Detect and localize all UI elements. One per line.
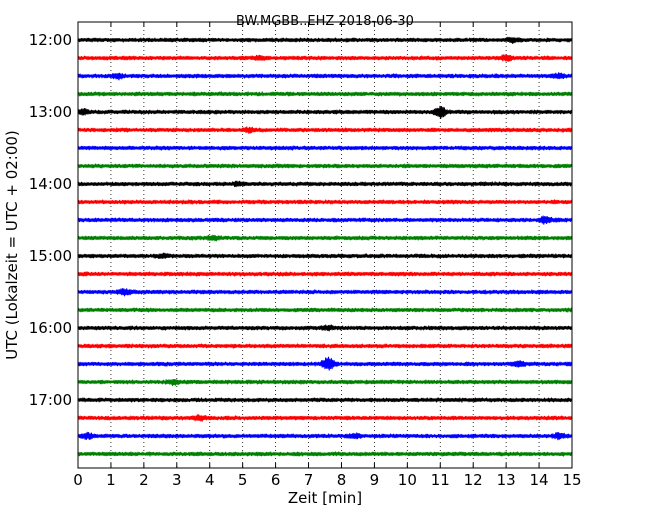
- y-axis-title: UTC (Lokalzeit = UTC + 02:00): [3, 130, 21, 360]
- y-tick-label: 17:00: [29, 391, 72, 409]
- trace-1600: [77, 324, 573, 332]
- trace-1700: [77, 397, 573, 403]
- x-tick-label: 10: [398, 471, 417, 489]
- x-tick-label: 9: [370, 471, 380, 489]
- x-tick-label: 6: [271, 471, 281, 489]
- x-axis-title: Zeit [min]: [288, 489, 362, 507]
- x-tick-label: 12: [464, 471, 483, 489]
- trace-1345: [77, 163, 573, 169]
- x-tick-label: 0: [73, 471, 83, 489]
- trace-group: [77, 36, 573, 457]
- trace-1715: [77, 414, 573, 422]
- trace-1430: [77, 215, 573, 225]
- trace-1415: [77, 199, 573, 205]
- trace-1615: [77, 343, 573, 349]
- y-tick-label: 16:00: [29, 319, 72, 337]
- x-tick-label: 2: [139, 471, 149, 489]
- y-tick-label: 13:00: [29, 103, 72, 121]
- y-axis: 12:00 13:00 14:00 15:00 16:00 17:00: [29, 31, 572, 409]
- x-tick-label: 8: [337, 471, 347, 489]
- trace-1545: [77, 307, 573, 313]
- trace-1330: [77, 145, 573, 151]
- trace-1400: [77, 180, 573, 188]
- x-tick-label: 15: [562, 471, 581, 489]
- trace-1745: [77, 451, 573, 457]
- y-tick-label: 12:00: [29, 31, 72, 49]
- x-tick-label: 14: [530, 471, 549, 489]
- trace-1500: [77, 252, 573, 259]
- trace-1230: [77, 72, 573, 81]
- trace-1200: [77, 36, 573, 44]
- x-tick-label: 11: [431, 471, 450, 489]
- y-tick-label: 14:00: [29, 175, 72, 193]
- trace-1445: [77, 234, 573, 242]
- trace-1300: [77, 105, 573, 119]
- trace-1730: [77, 431, 573, 441]
- trace-1245: [77, 91, 573, 97]
- x-tick-label: 5: [238, 471, 248, 489]
- y-tick-label: 15:00: [29, 247, 72, 265]
- plot-frame: [77, 21, 573, 469]
- x-tick-label: 1: [106, 471, 116, 489]
- x-tick-label: 7: [304, 471, 314, 489]
- trace-1645: [77, 378, 573, 387]
- x-tick-label: 3: [172, 471, 182, 489]
- x-axis: 0 1 2 3 4 5 6 7 8 9 10 11 12 13 14 15: [73, 22, 582, 489]
- trace-1630: [77, 356, 573, 371]
- trace-1530: [77, 288, 573, 297]
- trace-1215: [77, 54, 573, 62]
- trace-1515: [77, 271, 573, 277]
- x-tick-label: 13: [497, 471, 516, 489]
- trace-1315: [77, 126, 573, 134]
- chart-title: BW.MGBB..EHZ 2018-06-30: [236, 14, 414, 29]
- x-tick-label: 4: [205, 471, 215, 489]
